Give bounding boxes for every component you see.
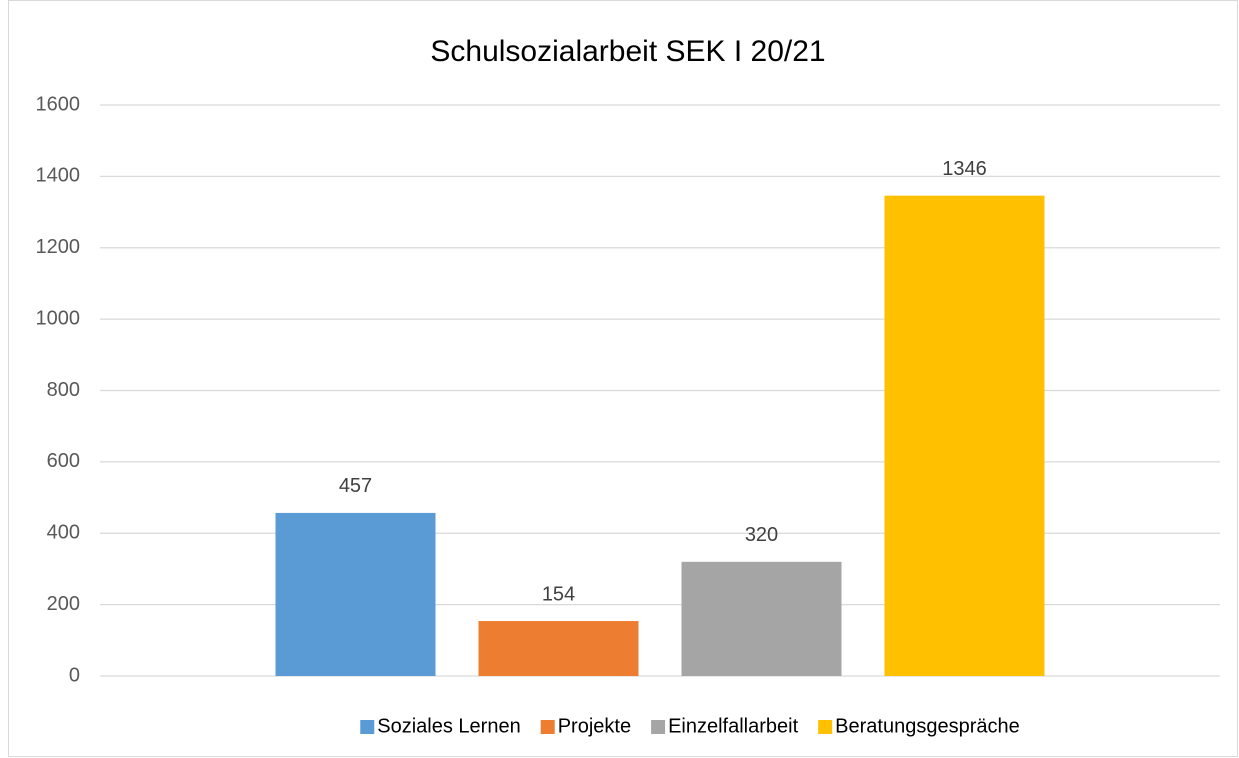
- legend-label: Einzelfallarbeit: [668, 715, 799, 737]
- y-tick-label: 600: [47, 450, 80, 472]
- y-tick-label: 1000: [36, 307, 81, 329]
- y-tick-label: 1600: [36, 93, 81, 115]
- data-label: 1346: [942, 158, 987, 180]
- y-tick-label: 800: [47, 379, 80, 401]
- y-tick-label: 1200: [36, 236, 81, 258]
- y-tick-label: 1400: [36, 165, 81, 187]
- y-tick-label: 0: [69, 664, 80, 686]
- bar: [681, 561, 842, 676]
- legend-label: Beratungsgespräche: [835, 715, 1020, 737]
- bar: [884, 195, 1045, 677]
- chart-title: Schulsozialarbeit SEK I 20/21: [430, 35, 825, 68]
- data-label: 457: [339, 475, 372, 497]
- legend-swatch: [360, 720, 375, 734]
- legend-label: Projekte: [558, 715, 631, 737]
- data-label: 320: [745, 524, 778, 546]
- legend-swatch: [651, 720, 666, 734]
- y-tick-label: 200: [47, 593, 80, 615]
- legend-label: Soziales Lernen: [377, 715, 520, 737]
- legend-swatch: [818, 720, 833, 734]
- bar: [275, 512, 436, 676]
- data-label: 154: [542, 583, 575, 605]
- bar: [478, 621, 639, 676]
- legend-swatch: [540, 720, 555, 734]
- y-tick-label: 400: [47, 522, 80, 544]
